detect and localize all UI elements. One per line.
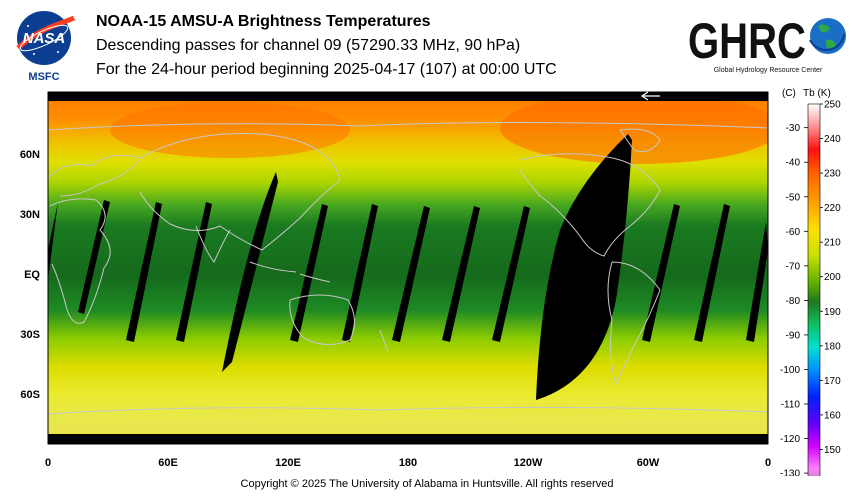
coastline-india <box>195 225 231 263</box>
lat-label: 60N <box>20 149 40 161</box>
coastline-asia <box>139 133 341 251</box>
nasa-logo: NASA MSFC <box>16 11 75 83</box>
orbit-gaps <box>48 134 768 400</box>
copyright-notice: Copyright © 2025 The University of Alaba… <box>240 478 614 490</box>
orbit-gap <box>642 204 680 342</box>
arctic-warm-region <box>500 92 768 164</box>
orbit-gap <box>126 202 162 342</box>
page-title: NOAA-15 AMSU-A Brightness Temperatures <box>96 13 431 30</box>
orbit-gap <box>746 222 768 342</box>
colorbar-gradient <box>807 103 821 476</box>
kelvin-ticks: 250240230220210200190180170160150140 <box>820 100 841 456</box>
celsius-tick-label: -80 <box>786 296 801 307</box>
coastline-south-america <box>607 261 661 386</box>
celsius-tick-label: -30 <box>786 123 801 134</box>
lon-label: 0 <box>765 457 771 469</box>
lon-label: 180 <box>399 457 417 469</box>
celsius-tick-label: -110 <box>781 400 801 411</box>
kelvin-tick-label: 160 <box>824 410 841 421</box>
celsius-tick-label: -100 <box>780 365 800 376</box>
ghrc-logo-text: GHRC <box>688 13 806 69</box>
orbit-gap <box>176 202 212 342</box>
north-polar-gap <box>48 92 768 101</box>
celsius-tick-label: -90 <box>786 330 801 341</box>
orbit-gap <box>342 204 378 342</box>
lat-label: 30N <box>20 209 40 221</box>
orbit-gap <box>442 206 480 342</box>
celsius-tick-label: -40 <box>786 158 801 169</box>
lat-label: EQ <box>24 269 40 281</box>
coastline-arctic <box>48 121 768 131</box>
coastline-africa <box>49 198 111 324</box>
celsius-tick-label: -70 <box>786 261 801 272</box>
kelvin-tick-label: 170 <box>824 376 841 387</box>
coastlines <box>48 121 768 415</box>
lon-label: 60E <box>158 457 178 469</box>
longitude-labels: 0 60E 120E 180 120W 60W 0 <box>45 457 771 469</box>
globe-icon <box>809 18 846 54</box>
colorbar-unit-kelvin: Tb (K) <box>803 88 831 99</box>
orbit-gap <box>392 206 430 342</box>
orbit-gap <box>48 202 58 280</box>
lat-label: 60S <box>20 389 40 401</box>
celsius-tick-label: -130 <box>780 469 800 476</box>
kelvin-tick-label: 240 <box>824 134 841 145</box>
coastline-new-zealand <box>379 329 389 353</box>
kelvin-tick-label: 250 <box>824 100 841 111</box>
kelvin-tick-label: 230 <box>824 169 841 180</box>
lon-label: 120E <box>275 457 301 469</box>
nasa-logo-text: NASA <box>23 30 66 47</box>
coastline-indonesia <box>249 261 331 283</box>
ghrc-caption: Global Hydrology Resource Center <box>714 67 823 74</box>
kelvin-tick-label: 220 <box>824 203 841 214</box>
orbit-gap <box>536 134 632 400</box>
celsius-ticks: -30 -40 -50 -60 -70 -80 -90 -100 -110 -120 -130 <box>780 123 808 476</box>
celsius-tick-label: -50 <box>786 192 801 203</box>
brightness-temperature-map: 60N 30N EQ 30S 60S 0 60E 120E 180 120W 6… <box>20 88 841 476</box>
orbit-gap <box>694 204 730 342</box>
colorbar-unit-celsius: (C) <box>782 88 796 99</box>
subtitle: Descending passes for channel 09 (57290.… <box>96 37 521 54</box>
orbit-gap <box>492 206 530 342</box>
orbit-gap <box>78 200 110 314</box>
map-frame <box>47 91 769 445</box>
orbit-gap <box>290 204 328 342</box>
nasa-meatball-icon <box>16 11 75 65</box>
lon-label: 0 <box>45 457 51 469</box>
map-field <box>48 92 768 444</box>
lat-label: 30S <box>20 329 40 341</box>
kelvin-tick-label: 210 <box>824 238 841 249</box>
kelvin-tick-label: 150 <box>824 445 841 456</box>
lon-label: 60W <box>637 457 660 469</box>
south-polar-gap <box>48 434 768 444</box>
title-block: NOAA-15 AMSU-A Brightness Temperatures D… <box>96 10 557 82</box>
coastline-greenland <box>619 128 661 153</box>
coastline-antarctica <box>48 406 768 415</box>
coastline-australia <box>289 294 355 345</box>
arrow-icon <box>640 91 660 101</box>
colorbar: (C) Tb (K) -30 -40 -50 -60 -70 -80 -90 -100 -110… <box>780 88 841 476</box>
latitude-labels: 60N 30N EQ 30S 60S <box>20 149 41 401</box>
kelvin-tick-label: 190 <box>824 307 841 318</box>
arctic-warm-region-2 <box>110 102 350 158</box>
ghrc-logo: GHRC Global Hydrology Resource Center <box>688 13 846 74</box>
orbit-gap <box>222 172 278 372</box>
period-label: For the 24-hour period beginning 2025-04… <box>96 61 557 78</box>
coastline-north-america <box>519 153 661 257</box>
msfc-label: MSFC <box>28 71 59 83</box>
lon-label: 120W <box>514 457 543 469</box>
celsius-tick-label: -60 <box>786 227 801 238</box>
kelvin-tick-label: 180 <box>824 341 841 352</box>
kelvin-tick-label: 200 <box>824 272 841 283</box>
celsius-tick-label: -120 <box>780 434 800 445</box>
